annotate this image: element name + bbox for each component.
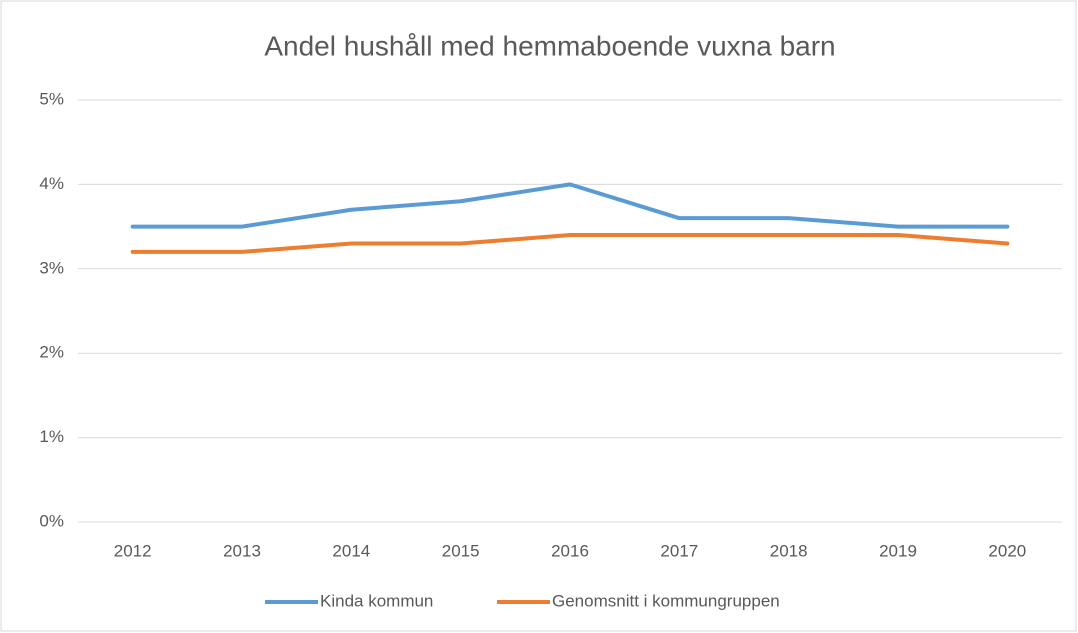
y-tick-label: 1% [39, 427, 64, 446]
x-tick-label: 2016 [551, 541, 589, 560]
legend-label: Genomsnitt i kommungruppen [552, 591, 780, 610]
x-tick-label: 2012 [114, 541, 152, 560]
y-tick-label: 2% [39, 343, 64, 362]
series-line [130, 182, 1010, 229]
x-tick-label: 2019 [879, 541, 917, 560]
x-tick-label: 2015 [442, 541, 480, 560]
x-tick-label: 2014 [332, 541, 370, 560]
chart-title: Andel hushåll med hemmaboende vuxna barn [264, 30, 835, 61]
series-line [130, 233, 1010, 254]
y-tick-label: 4% [39, 174, 64, 193]
x-tick-label: 2020 [988, 541, 1026, 560]
y-tick-label: 0% [39, 511, 64, 530]
legend-label: Kinda kommun [320, 591, 433, 610]
x-tick-label: 2017 [660, 541, 698, 560]
x-tick-label: 2013 [223, 541, 261, 560]
y-tick-label: 5% [39, 89, 64, 108]
x-tick-label: 2018 [770, 541, 808, 560]
y-tick-label: 3% [39, 258, 64, 277]
